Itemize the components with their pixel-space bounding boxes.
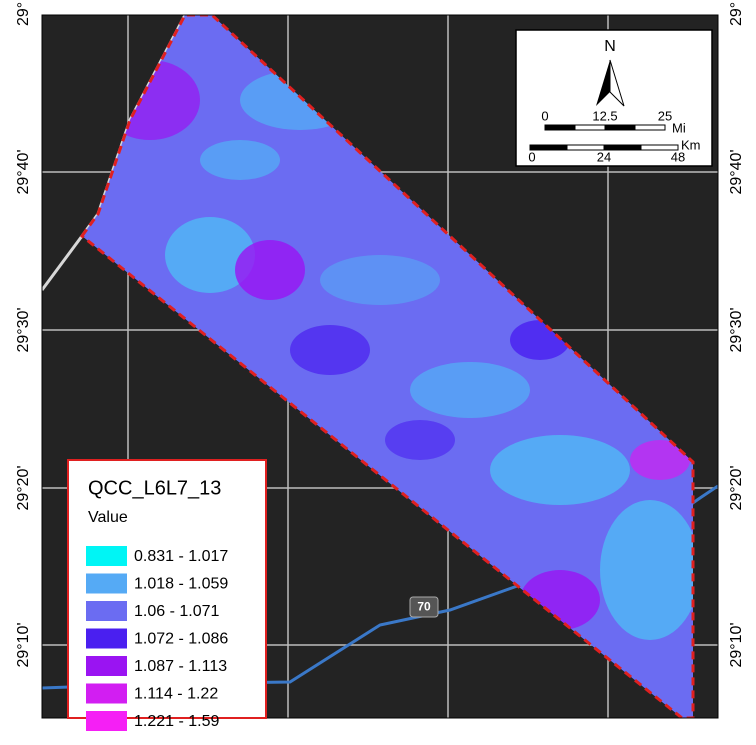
lat-label: 29°20' xyxy=(728,465,745,510)
legend-label: 1.114 - 1.22 xyxy=(134,686,218,703)
lat-label: 29° xyxy=(728,2,745,26)
scale-segment xyxy=(575,125,605,130)
raster-patch xyxy=(600,500,700,640)
scale-unit: Km xyxy=(681,137,701,152)
raster-patch xyxy=(490,435,630,505)
lat-label: 29°30' xyxy=(15,307,32,352)
lat-label: 29° xyxy=(15,2,32,26)
scale-segment xyxy=(635,125,665,130)
scale-label: 24 xyxy=(597,149,611,164)
road-label: 70 xyxy=(417,600,431,614)
scale-segment xyxy=(545,125,575,130)
map-figure: 70 29° 29°40' 29°30' 29°20' 29°10' 29° 29°40'… xyxy=(0,0,756,745)
legend-label: 1.06 - 1.071 xyxy=(134,603,220,620)
raster-patch xyxy=(410,362,530,418)
page: { "map": { "lat_labels_left": ["29°", "2… xyxy=(0,0,756,745)
lat-label: 29°10' xyxy=(728,622,745,667)
legend-swatch xyxy=(86,601,127,621)
scale-box: N 0 12.5 25 Mi 0 24 48 Km xyxy=(516,30,712,166)
legend-title: QCC_L6L7_13 xyxy=(88,477,221,499)
scale-label: 0 xyxy=(528,149,535,164)
raster-patch xyxy=(385,420,455,460)
lat-label: 29°30' xyxy=(728,307,745,352)
north-label: N xyxy=(604,38,616,55)
scale-unit: Mi xyxy=(672,120,686,135)
scale-label: 0 xyxy=(541,108,548,123)
lat-label: 29°40' xyxy=(15,149,32,194)
legend: QCC_L6L7_13 Value 0.831 - 1.017 1.018 - 1… xyxy=(68,460,266,731)
legend-swatch xyxy=(86,574,127,594)
legend-label: 1.221 - 1.59 xyxy=(134,713,220,730)
lat-label: 29°10' xyxy=(15,622,32,667)
lat-label: 29°40' xyxy=(728,149,745,194)
raster-patch xyxy=(200,140,280,180)
scale-label: 25 xyxy=(658,108,672,123)
raster-patch xyxy=(290,325,370,375)
legend-label: 0.831 - 1.017 xyxy=(134,548,228,565)
legend-swatch xyxy=(86,656,127,676)
legend-swatch xyxy=(86,711,127,731)
legend-swatch xyxy=(86,629,127,649)
scale-label: 12.5 xyxy=(592,108,617,123)
scale-segment xyxy=(605,125,635,130)
legend-label: 1.087 - 1.113 xyxy=(134,658,227,675)
legend-label: 1.072 - 1.086 xyxy=(134,631,228,648)
legend-subtitle: Value xyxy=(88,509,128,526)
legend-swatch xyxy=(86,684,127,704)
raster-patch xyxy=(320,255,440,305)
lat-label: 29°20' xyxy=(15,465,32,510)
raster-patch xyxy=(235,240,305,300)
legend-label: 1.018 - 1.059 xyxy=(134,576,228,593)
legend-swatch xyxy=(86,546,127,566)
